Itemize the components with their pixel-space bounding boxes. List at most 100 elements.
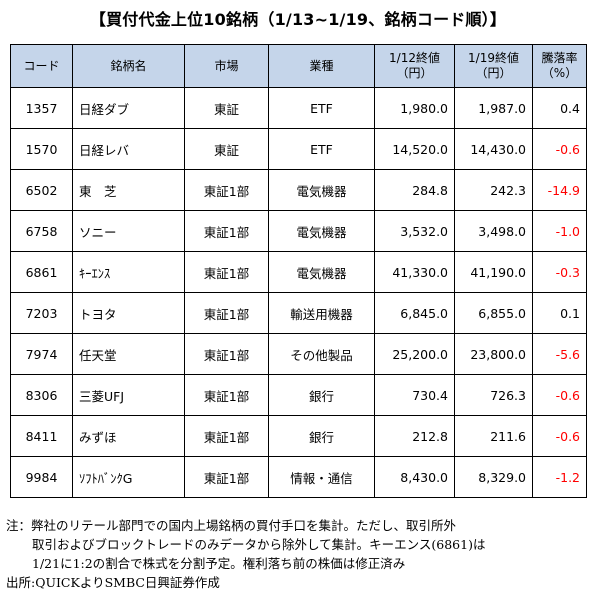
- header-change: 騰落率 （%）: [532, 44, 587, 88]
- cell-market: 東証1部: [184, 333, 269, 375]
- cell-name: ｷｰｴﾝｽ: [72, 251, 185, 293]
- cell-price-0112: 8,430.0: [374, 456, 455, 498]
- header-price-0119: 1/19終値 （円）: [454, 44, 533, 88]
- cell-price-0119: 41,190.0: [454, 251, 533, 293]
- cell-market: 東証1部: [184, 251, 269, 293]
- cell-price-0112: 3,532.0: [374, 210, 455, 252]
- page-title: 【買付代金上位10銘柄（1/13~1/19、銘柄コード順）】: [89, 10, 507, 29]
- cell-sector: 情報・通信: [268, 456, 375, 498]
- cell-price-0119: 14,430.0: [454, 128, 533, 170]
- table-row: 7974 任天堂 東証1部 その他製品 25,200.0 23,800.0 -5.6: [10, 333, 587, 375]
- cell-price-0119: 6,855.0: [454, 292, 533, 334]
- cell-price-0112: 1,980.0: [374, 87, 455, 129]
- cell-sector: 電気機器: [268, 210, 375, 252]
- cell-code: 8306: [10, 374, 73, 416]
- cell-change: -5.6: [532, 333, 587, 375]
- cell-change: -1.2: [532, 456, 587, 498]
- header-sector: 業種: [268, 44, 375, 88]
- cell-price-0112: 212.8: [374, 415, 455, 457]
- cell-market: 東証1部: [184, 210, 269, 252]
- footnote: 注：弊社のリテール部門での国内上場銘柄の買付手口を集計。ただし、取引所外 取引お…: [6, 516, 592, 592]
- cell-code: 9984: [10, 456, 73, 498]
- cell-change: -0.3: [532, 251, 587, 293]
- header-price-0119-line1: 1/19終値: [468, 51, 519, 65]
- cell-price-0112: 25,200.0: [374, 333, 455, 375]
- cell-name: 三菱UFJ: [72, 374, 185, 416]
- cell-price-0112: 14,520.0: [374, 128, 455, 170]
- cell-change: -0.6: [532, 374, 587, 416]
- footnote-line3: 1/21に1:2の割合で株式を分割予定。権利落ち前の株価は修正済み: [32, 556, 406, 571]
- cell-name: トヨタ: [72, 292, 185, 334]
- cell-code: 6861: [10, 251, 73, 293]
- cell-change: -14.9: [532, 169, 587, 211]
- table-row: 8306 三菱UFJ 東証1部 銀行 730.4 726.3 -0.6: [10, 374, 587, 416]
- cell-change: 0.4: [532, 87, 587, 129]
- table-row: 9984 ｿﾌﾄﾊﾞﾝｸG 東証1部 情報・通信 8,430.0 8,329.0 -1.2: [10, 456, 587, 498]
- cell-price-0119: 8,329.0: [454, 456, 533, 498]
- cell-name: みずほ: [72, 415, 185, 457]
- header-price-0112-line2: （円）: [396, 66, 433, 80]
- header-code: コード: [10, 44, 73, 88]
- cell-name: 東 芝: [72, 169, 185, 211]
- header-price-0112-line1: 1/12終値: [389, 51, 440, 65]
- cell-price-0119: 242.3: [454, 169, 533, 211]
- cell-price-0112: 730.4: [374, 374, 455, 416]
- cell-market: 東証1部: [184, 415, 269, 457]
- header-change-line1: 騰落率: [541, 51, 578, 65]
- cell-price-0112: 284.8: [374, 169, 455, 211]
- cell-name: 日経レバ: [72, 128, 185, 170]
- cell-price-0119: 211.6: [454, 415, 533, 457]
- table-row: 1570 日経レバ 東証 ETF 14,520.0 14,430.0 -0.6: [10, 128, 587, 170]
- cell-price-0119: 1,987.0: [454, 87, 533, 129]
- table-row: 1357 日経ダブ 東証 ETF 1,980.0 1,987.0 0.4: [10, 87, 587, 129]
- cell-market: 東証1部: [184, 292, 269, 334]
- cell-price-0119: 3,498.0: [454, 210, 533, 252]
- cell-code: 1570: [10, 128, 73, 170]
- cell-market: 東証1部: [184, 169, 269, 211]
- cell-sector: 電気機器: [268, 251, 375, 293]
- cell-market: 東証: [184, 87, 269, 129]
- source-note: 出所:QUICKよりSMBC日興証券作成: [6, 575, 220, 590]
- cell-code: 8411: [10, 415, 73, 457]
- table-row: 6861 ｷｰｴﾝｽ 東証1部 電気機器 41,330.0 41,190.0 -0.3: [10, 251, 587, 293]
- cell-market: 東証1部: [184, 374, 269, 416]
- table-header-row: コード 銘柄名 市場 業種 1/12終値 （円） 1/19終値 （円） 騰落率 …: [10, 44, 587, 88]
- header-price-0112: 1/12終値 （円）: [374, 44, 455, 88]
- top10-table: コード 銘柄名 市場 業種 1/12終値 （円） 1/19終値 （円） 騰落率 …: [10, 44, 587, 498]
- cell-change: 0.1: [532, 292, 587, 334]
- cell-name: 日経ダブ: [72, 87, 185, 129]
- cell-price-0112: 41,330.0: [374, 251, 455, 293]
- cell-name: ソニー: [72, 210, 185, 252]
- cell-code: 7203: [10, 292, 73, 334]
- cell-sector: ETF: [268, 128, 375, 170]
- cell-sector: 銀行: [268, 374, 375, 416]
- cell-change: -1.0: [532, 210, 587, 252]
- table-row: 8411 みずほ 東証1部 銀行 212.8 211.6 -0.6: [10, 415, 587, 457]
- header-price-0119-line2: （円）: [475, 66, 512, 80]
- cell-code: 1357: [10, 87, 73, 129]
- cell-market: 東証: [184, 128, 269, 170]
- header-change-line2: （%）: [541, 66, 578, 80]
- table-row: 7203 トヨタ 東証1部 輸送用機器 6,845.0 6,855.0 0.1: [10, 292, 587, 334]
- cell-change: -0.6: [532, 415, 587, 457]
- cell-sector: 銀行: [268, 415, 375, 457]
- cell-sector: その他製品: [268, 333, 375, 375]
- cell-code: 6758: [10, 210, 73, 252]
- cell-change: -0.6: [532, 128, 587, 170]
- footnote-line2: 取引およびブロックトレードのみデータから除外して集計。キーエンス(6861)は: [32, 537, 486, 552]
- cell-sector: ETF: [268, 87, 375, 129]
- table-row: 6502 東 芝東証1部 電気機器 284.8 242.3 -14.9: [10, 169, 587, 211]
- cell-sector: 輸送用機器: [268, 292, 375, 334]
- table-row: 6758 ソニー 東証1部 電気機器 3,532.0 3,498.0 -1.0: [10, 210, 587, 252]
- cell-price-0119: 23,800.0: [454, 333, 533, 375]
- cell-market: 東証1部: [184, 456, 269, 498]
- cell-code: 7974: [10, 333, 73, 375]
- cell-code: 6502: [10, 169, 73, 211]
- cell-name: ｿﾌﾄﾊﾞﾝｸG: [72, 456, 185, 498]
- footnote-line1: 注：弊社のリテール部門での国内上場銘柄の買付手口を集計。ただし、取引所外: [6, 518, 457, 533]
- cell-price-0119: 726.3: [454, 374, 533, 416]
- cell-sector: 電気機器: [268, 169, 375, 211]
- cell-price-0112: 6,845.0: [374, 292, 455, 334]
- header-market: 市場: [184, 44, 269, 88]
- header-name: 銘柄名: [72, 44, 185, 88]
